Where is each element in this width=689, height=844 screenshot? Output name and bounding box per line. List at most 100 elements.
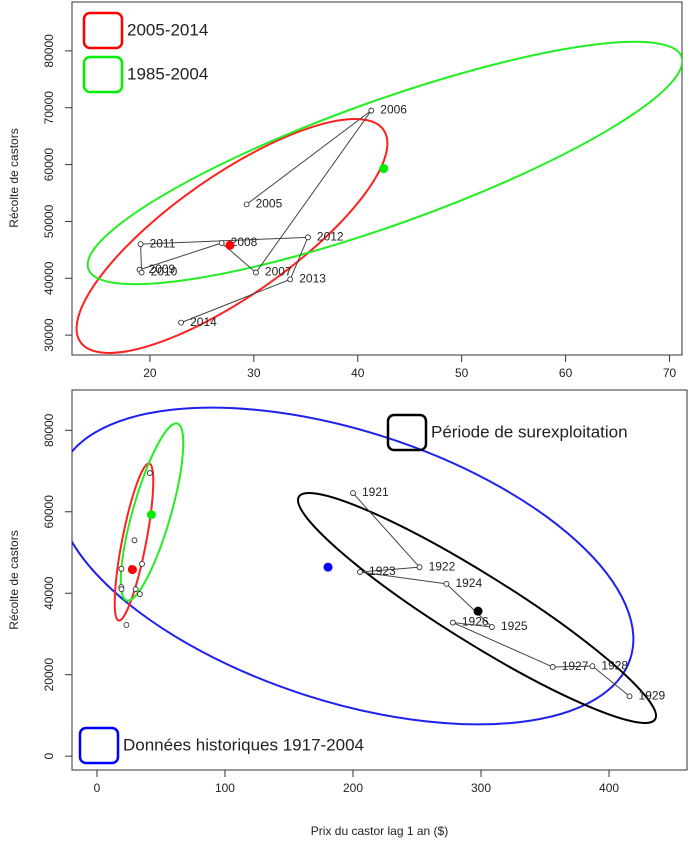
ellipse [86,40,682,286]
mean-point [379,164,389,174]
ellipse [119,422,185,602]
point [350,490,356,496]
connector [140,236,308,245]
point [589,663,596,670]
point [118,565,125,572]
point-label: 1921 [362,485,389,499]
x-tick-label: 400 [599,781,619,795]
legend-swatch [78,726,120,765]
y-tick-label: 80000 [42,34,56,68]
point-label: 1923 [369,564,396,578]
point-label: 2008 [231,235,258,249]
x-tick-label: 100 [215,781,235,795]
point-label: 2006 [380,103,407,117]
point [489,624,495,630]
connector [289,237,309,280]
point [132,586,139,593]
connector [452,622,492,628]
y-tick-label: 40000 [42,261,56,295]
point [123,622,130,628]
point [287,276,294,283]
mean-point [146,510,156,520]
mean-point [473,606,483,616]
point-label: 2012 [317,230,344,244]
ellipse [72,406,635,726]
x-tick-label: 60 [559,366,573,380]
ellipse [75,118,389,354]
x-tick-label: 40 [351,366,365,380]
point-label: 2009 [149,262,176,276]
connector [446,583,493,628]
point-label: 1924 [455,576,482,590]
y-tick-label: 30000 [42,318,56,352]
ellipses [75,40,682,354]
x-tick-label: 20 [143,366,157,380]
point-label: 2011 [150,236,176,250]
point [357,569,363,575]
legend-swatch [82,11,124,50]
y-tick-label: 80000 [42,413,56,447]
connector [452,622,553,668]
point [243,201,250,208]
connector [139,242,222,271]
x-tick-label: 200 [343,781,363,795]
point [253,269,259,276]
point [131,537,138,544]
point [449,619,456,626]
connector [180,278,291,324]
point-label: 2007 [265,265,292,279]
point [304,234,311,241]
x-tick-label: 30 [247,366,261,380]
mean-point [127,565,137,575]
y-tick-label: 40000 [42,576,56,610]
point-label: 2014 [190,315,217,329]
mean-point [323,562,333,572]
connector [552,665,593,668]
y-tick-label: 0 [42,752,56,759]
point-label: 2013 [299,272,326,286]
point-label: 1928 [601,658,628,672]
y-axis-label: Récolte de castors [7,128,21,227]
legend-label: 2005-2014 [127,20,208,39]
legend-label: Période de surexploitation [431,422,628,441]
point-label: 1926 [462,615,489,629]
connector [352,492,420,568]
point-label: 1925 [501,619,528,633]
x-tick-label: 300 [471,781,491,795]
point [416,564,423,571]
connector [592,665,630,697]
x-tick-label: 50 [455,366,469,380]
point [178,319,185,326]
connector [255,110,372,273]
connector [359,571,447,585]
legend-swatch [386,413,428,452]
point [138,269,145,276]
point-label: 2005 [256,197,283,211]
point-label: 1929 [639,688,666,702]
ellipse [297,492,657,724]
y-tick-label: 50000 [42,204,56,238]
y-tick-label: 20000 [42,658,56,692]
point [443,580,450,587]
point [626,693,633,700]
legend-label: 1985-2004 [127,64,208,83]
point-label: 1922 [429,559,456,573]
point-label: 1927 [562,659,589,673]
point [218,240,225,246]
point [139,561,145,567]
point [136,591,143,597]
y-axis-label: Récolte de castors [7,530,21,629]
x-tick-label: 70 [663,366,677,380]
point-label: 2010 [151,265,178,279]
y-tick-label: 70000 [42,91,56,125]
y-tick-label: 60000 [42,148,56,182]
legend-label: Données historiques 1917-2004 [123,735,364,754]
point [549,664,556,670]
legend-swatch [82,55,124,94]
connector [246,110,372,205]
connector [360,566,420,573]
mean-point [225,240,235,250]
point [118,586,125,593]
